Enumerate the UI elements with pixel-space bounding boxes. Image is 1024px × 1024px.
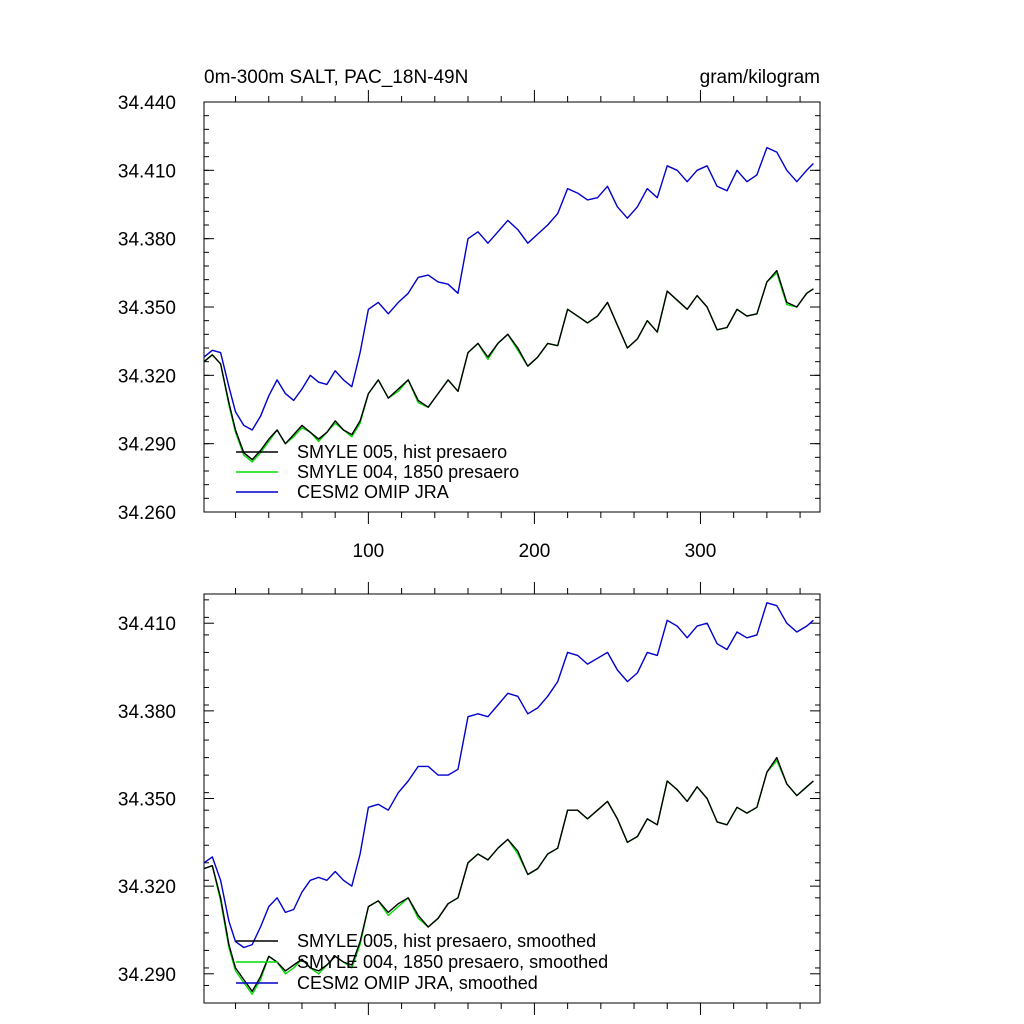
chart-title: 0m-300m SALT, PAC_18N-49N bbox=[204, 67, 468, 88]
y-tick-label: 34.380 bbox=[118, 230, 176, 251]
x-tick-label: 200 bbox=[519, 541, 551, 562]
y-tick-label: 34.320 bbox=[118, 366, 176, 387]
series-line-0 bbox=[203, 756, 814, 992]
y-tick-label: 34.290 bbox=[118, 965, 176, 986]
legend-label: CESM2 OMIP JRA, smoothed bbox=[297, 973, 538, 993]
x-tick-label: 100 bbox=[353, 541, 385, 562]
legend-label: SMYLE 004, 1850 presaero, smoothed bbox=[297, 952, 608, 972]
legend-label: SMYLE 005, hist presaero, smoothed bbox=[297, 931, 596, 951]
legend-label: CESM2 OMIP JRA bbox=[297, 482, 449, 502]
y-tick-label: 34.290 bbox=[118, 435, 176, 456]
series-line-0 bbox=[203, 269, 814, 461]
legend-label: SMYLE 005, hist presaero bbox=[297, 442, 507, 462]
units-label: gram/kilogram bbox=[700, 67, 820, 88]
y-tick-label: 34.410 bbox=[118, 161, 176, 182]
top-panel: 34.260 34.290 34.320 34.350 34.380 34.410 34.4… bbox=[118, 90, 821, 562]
series-line-2 bbox=[203, 602, 814, 949]
y-tick-label: 34.350 bbox=[118, 790, 176, 811]
y-tick-label: 34.260 bbox=[118, 503, 176, 524]
series-line-2 bbox=[203, 146, 814, 431]
y-tick-label: 34.380 bbox=[118, 702, 176, 723]
y-tick-label: 34.320 bbox=[118, 877, 176, 898]
legend-label: SMYLE 004, 1850 presaero bbox=[297, 462, 519, 482]
y-tick-label: 34.440 bbox=[118, 93, 176, 114]
y-tick-label: 34.410 bbox=[118, 614, 176, 635]
x-tick-label: 300 bbox=[685, 541, 717, 562]
y-tick-label: 34.350 bbox=[118, 298, 176, 319]
bottom-panel: 34.290 34.320 34.350 34.380 34.410 SMYLE 005,… bbox=[118, 582, 821, 1015]
